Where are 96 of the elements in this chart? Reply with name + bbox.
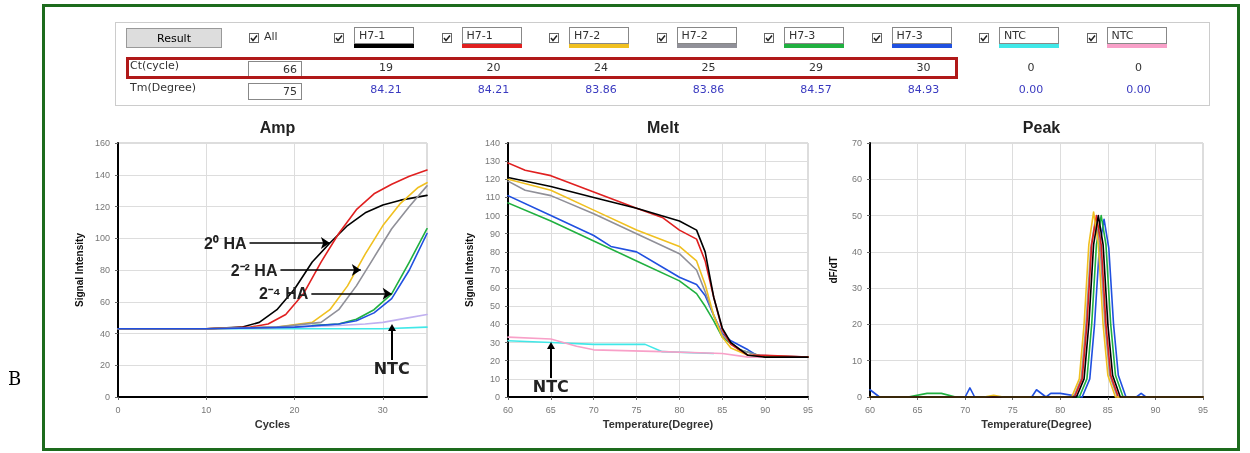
category-label: NTC: [1106, 27, 1167, 44]
y-tick-label: 60: [99, 296, 110, 307]
chart-title: Peak: [1022, 118, 1061, 136]
y-tick-label: 50: [489, 301, 500, 312]
data-label: 0: [1026, 61, 1036, 74]
y-tick-label: 60: [489, 283, 500, 294]
x-tick-label: 75: [631, 404, 642, 415]
category-label: H7-1: [354, 27, 414, 44]
data-label: 30: [915, 61, 932, 74]
x-tick-label: 80: [674, 404, 685, 415]
x-tick-label: 95: [802, 404, 814, 415]
x-tick-label: 60: [864, 404, 876, 415]
annotation: 2⁰ HA: [204, 234, 247, 252]
chart-title: Melt: [647, 118, 680, 136]
y-tick-label: 70: [489, 265, 500, 275]
data-label: 84.21: [476, 83, 511, 96]
y-tick-label: 30: [489, 337, 500, 348]
x-tick-label: 70: [588, 404, 599, 415]
category-label: NTC: [999, 27, 1059, 44]
y-tick-label: 80: [99, 265, 110, 275]
y-tick-label: 40: [851, 246, 862, 257]
chart-title: Amp: [259, 118, 296, 136]
category-label: H7-2: [569, 27, 629, 44]
x-tick-label: 80: [1055, 404, 1066, 415]
text: 66: [248, 61, 302, 78]
x-tick-label: 95: [1197, 404, 1209, 415]
category-label: H7-2: [676, 27, 737, 44]
x-tick-label: 65: [545, 404, 556, 415]
x-tick-label: 85: [717, 404, 728, 415]
text: 75: [248, 83, 302, 100]
y-tick-label: 0: [856, 392, 862, 402]
text: Ct(cycle): [130, 59, 180, 72]
x-tick-label: 70: [960, 404, 971, 415]
y-tick-label: 20: [489, 355, 500, 366]
data-label: 83.86: [584, 83, 618, 96]
x-tick-label: 60: [502, 404, 514, 415]
y-tick-label: 10: [489, 373, 500, 384]
category-label: H7-1: [461, 27, 522, 44]
data-label: 29: [808, 61, 824, 74]
annotation: NTC: [372, 358, 411, 379]
text: Tm(Degree): [130, 81, 197, 94]
y-tick-label: 100: [94, 233, 110, 244]
y-tick-label: 140: [94, 169, 110, 180]
y-tick-label: 60: [851, 174, 862, 185]
y-tick-label: 40: [99, 328, 110, 339]
y-tick-label: 120: [484, 174, 500, 185]
y-axis-title: Signal Intensity: [73, 232, 85, 307]
y-tick-label: 20: [851, 319, 862, 330]
data-label: 24: [593, 61, 609, 74]
data-label: 84.21: [369, 83, 403, 96]
x-tick-label: 90: [1150, 404, 1161, 415]
x-tick-label: 90: [760, 404, 771, 415]
y-tick-label: 20: [99, 360, 110, 371]
category-label: H7-3: [784, 27, 844, 44]
x-axis-title: Cycles: [254, 418, 291, 431]
data-label: 19: [378, 61, 394, 74]
data-label: 84.93: [906, 83, 941, 96]
button: Result: [126, 28, 222, 48]
y-tick-label: 100: [484, 210, 500, 221]
y-tick-label: 0: [104, 392, 110, 402]
x-tick-label: 20: [289, 404, 300, 415]
annotation: NTC: [531, 376, 570, 397]
x-axis-title: Temperature(Degree): [602, 418, 714, 431]
data-label: 0: [1134, 61, 1143, 74]
category-label: H7-3: [891, 27, 952, 44]
y-tick-label: 130: [484, 156, 500, 167]
y-tick-label: 50: [851, 210, 862, 221]
y-axis-title: dF/dT: [827, 256, 839, 284]
text: B: [8, 368, 22, 389]
y-tick-label: 0: [494, 392, 500, 402]
y-tick-label: 120: [94, 201, 110, 212]
x-tick-label: 10: [201, 404, 212, 415]
y-tick-label: 30: [851, 283, 862, 294]
x-tick-label: 0: [115, 404, 121, 415]
text: All: [264, 30, 278, 43]
x-tick-label: 65: [912, 404, 923, 415]
data-label: 84.57: [799, 83, 833, 96]
y-tick-label: 80: [489, 246, 500, 257]
y-tick-label: 10: [851, 355, 862, 366]
data-label: 25: [700, 61, 717, 74]
y-tick-label: 140: [484, 138, 500, 148]
x-tick-label: 30: [377, 404, 388, 415]
line-series: [117, 232, 428, 330]
annotation: 2⁻² HA: [230, 261, 278, 279]
y-tick-label: 110: [485, 192, 500, 203]
y-tick-label: 90: [489, 228, 500, 239]
x-axis-title: Temperature(Degree): [981, 418, 1093, 431]
y-tick-label: 70: [851, 138, 862, 148]
x-tick-label: 85: [1102, 404, 1113, 415]
y-axis-title: Signal Intensity: [463, 232, 475, 307]
y-tick-label: 40: [489, 319, 500, 330]
data-label: 0.00: [1125, 83, 1152, 96]
y-tick-label: 160: [94, 138, 110, 148]
data-label: 83.86: [691, 83, 726, 96]
x-tick-label: 75: [1007, 404, 1018, 415]
data-label: 0.00: [1017, 83, 1045, 96]
